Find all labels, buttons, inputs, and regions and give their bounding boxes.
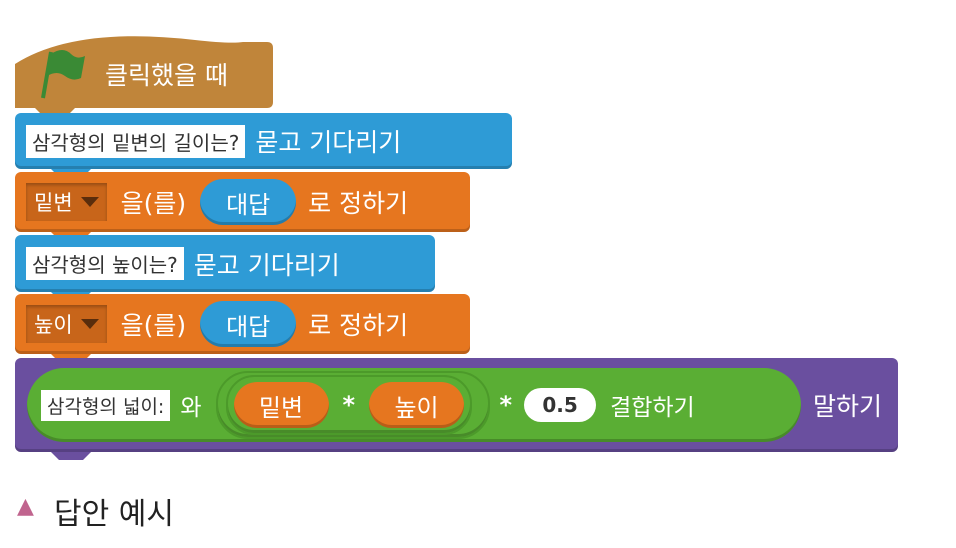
set-label-a: 을(를) bbox=[120, 311, 187, 340]
set-label-a: 을(를) bbox=[120, 189, 187, 218]
number-input[interactable]: 0.5 bbox=[524, 388, 597, 422]
question-input[interactable]: 삼각형의 높이는? bbox=[26, 247, 184, 280]
ask-label: 묻고 기다리기 bbox=[255, 128, 402, 157]
set-label-b: 로 정하기 bbox=[308, 311, 409, 340]
green-flag-icon[interactable] bbox=[33, 46, 85, 100]
multiply-operator: * bbox=[342, 391, 356, 419]
variable-dropdown[interactable]: 밑변 bbox=[26, 183, 107, 221]
multiply-operator: * bbox=[499, 391, 513, 419]
when-flag-clicked-block[interactable]: 클릭했을 때 bbox=[15, 34, 273, 116]
dropdown-arrow-icon bbox=[80, 319, 99, 329]
variable-name: 밑변 bbox=[34, 191, 73, 215]
ask-label: 묻고 기다리기 bbox=[193, 250, 340, 280]
say-label: 말하기 bbox=[813, 392, 883, 421]
answer-reporter[interactable]: 대답 bbox=[200, 179, 297, 225]
join-reporter[interactable]: 삼각형의 넓이: 와 밑변 * 높이 * 0.5 결합하기 bbox=[27, 368, 801, 442]
caption-marker-icon: ▲ bbox=[17, 494, 34, 519]
hat-shape bbox=[15, 36, 273, 116]
multiply-reporter-outer[interactable]: 밑변 * 높이 bbox=[215, 371, 490, 439]
set-label-b: 로 정하기 bbox=[308, 189, 409, 218]
set-variable-block[interactable]: 밑변 을(를) 대답 로 정하기 bbox=[15, 172, 470, 240]
join-word: 와 bbox=[180, 395, 202, 421]
answer-reporter[interactable]: 대답 bbox=[200, 301, 297, 347]
join-text-input[interactable]: 삼각형의 넓이: bbox=[41, 389, 171, 421]
multiply-reporter-inner[interactable]: 밑변 * 높이 bbox=[225, 375, 472, 435]
join-label: 결합하기 bbox=[610, 395, 695, 421]
block-notch bbox=[51, 452, 91, 460]
height-variable-reporter[interactable]: 높이 bbox=[369, 382, 465, 428]
dropdown-arrow-icon bbox=[80, 197, 99, 207]
variable-name: 높이 bbox=[34, 313, 73, 337]
question-input[interactable]: 삼각형의 밑변의 길이는? bbox=[26, 124, 246, 158]
hat-label: 클릭했을 때 bbox=[105, 61, 228, 90]
say-block[interactable]: 삼각형의 넓이: 와 밑변 * 높이 * 0.5 결합하기 말하기 bbox=[15, 358, 898, 460]
base-variable-reporter[interactable]: 밑변 bbox=[233, 382, 329, 428]
ask-and-wait-block[interactable]: 삼각형의 높이는? 묻고 기다리기 bbox=[15, 235, 435, 300]
caption-text: 답안 예시 bbox=[54, 497, 174, 532]
ask-and-wait-block[interactable]: 삼각형의 밑변의 길이는? 묻고 기다리기 bbox=[15, 113, 512, 177]
set-variable-block[interactable]: 높이 을(를) 대답 로 정하기 bbox=[15, 294, 470, 362]
variable-dropdown[interactable]: 높이 bbox=[26, 305, 107, 343]
